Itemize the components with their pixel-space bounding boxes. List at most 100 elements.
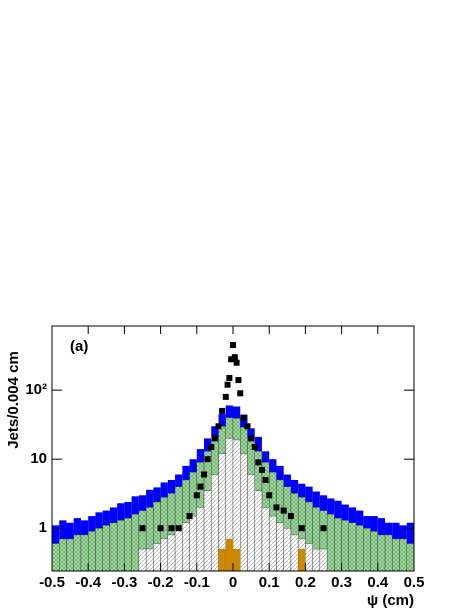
data-point (298, 525, 305, 532)
histogram-bar (95, 528, 103, 572)
x-tick-label: 0.4 (367, 574, 389, 591)
histogram-bar (145, 548, 154, 572)
data-point (235, 377, 242, 384)
x-tick-label: 0.2 (295, 574, 316, 591)
data-point (248, 435, 255, 442)
histogram-bar (59, 538, 67, 572)
histogram-bar (124, 517, 132, 572)
data-point (237, 390, 244, 397)
x-tick-label: -0.4 (75, 574, 102, 591)
histogram-bar (203, 490, 212, 572)
y-tick-label: 1 (39, 519, 47, 536)
data-point (255, 459, 262, 466)
x-tick-label: -0.1 (184, 574, 210, 591)
histogram-bar (211, 474, 219, 572)
histogram-bar (377, 534, 386, 572)
histogram-bar (334, 517, 342, 572)
data-point (157, 525, 164, 532)
data-point (193, 492, 200, 499)
y-tick-label: 10² (25, 381, 47, 398)
histogram-bar (370, 531, 378, 572)
histogram-bar (276, 522, 284, 572)
histogram-bar (218, 548, 226, 571)
histogram-bar (341, 520, 350, 572)
data-point (208, 444, 215, 451)
histogram-bar (225, 538, 233, 571)
x-tick-label: -0.3 (111, 574, 137, 591)
histogram-bar (182, 522, 190, 572)
data-point (204, 456, 211, 463)
data-point (258, 466, 265, 473)
histogram-bar (312, 548, 321, 572)
histogram-bar (363, 528, 371, 572)
data-point (219, 407, 226, 414)
histogram-bar (73, 534, 82, 572)
data-point (251, 444, 258, 451)
x-tick-label: 0.3 (331, 574, 352, 591)
data-point (280, 507, 287, 514)
x-axis-label: ψ (cm) (367, 592, 414, 609)
histogram-bar (348, 522, 357, 572)
histogram-bar (189, 515, 197, 572)
x-tick-label: -0.5 (39, 574, 65, 591)
histogram-bar (66, 538, 74, 572)
histogram-bar (384, 534, 393, 572)
x-tick-label: 0.5 (404, 574, 425, 591)
histogram-bar (167, 534, 176, 572)
histogram-bar (254, 490, 263, 572)
histogram-bar (305, 543, 313, 572)
data-point (211, 435, 218, 442)
data-point (201, 471, 208, 478)
histogram-bar (290, 534, 299, 572)
histogram-bar (196, 507, 205, 572)
histogram-bar (160, 538, 169, 572)
data-point (273, 504, 280, 511)
histogram-bar (283, 528, 292, 572)
data-point (186, 513, 193, 520)
histogram-bar (240, 453, 248, 572)
data-point (231, 354, 238, 361)
data-point (287, 513, 294, 520)
histogram-bar (247, 474, 255, 572)
data-point (262, 476, 269, 483)
y-axis-label: Jets/0.004 cm (5, 351, 22, 449)
histogram-bar (109, 522, 118, 572)
histogram-bar (131, 513, 140, 572)
data-point (139, 525, 146, 532)
x-tick-label: 0 (229, 574, 237, 591)
histogram-bar (399, 538, 407, 572)
x-tick-label: 0.1 (259, 574, 280, 591)
histogram-bar (138, 548, 147, 572)
data-point (222, 393, 229, 400)
histogram-bar (298, 548, 306, 571)
data-point (226, 375, 233, 382)
data-point (240, 414, 247, 421)
data-point (266, 492, 273, 499)
histogram-bar (326, 513, 335, 572)
y-tick-label: 10 (30, 450, 47, 467)
histogram-bar (174, 528, 183, 572)
data-point (244, 423, 251, 430)
histogram-bar (102, 525, 111, 572)
histogram-bar (80, 534, 89, 572)
data-point (224, 381, 231, 388)
histogram-bar (261, 507, 270, 572)
data-point (175, 525, 182, 532)
data-point (168, 525, 175, 532)
histogram-bar (51, 543, 60, 572)
histogram-bar (233, 548, 241, 571)
data-point (215, 423, 222, 430)
histogram-bar (116, 520, 125, 572)
histogram-bar (406, 543, 415, 572)
histogram-bar (355, 525, 364, 572)
x-tick-label: -0.2 (148, 574, 174, 591)
histogram-bar (87, 531, 96, 572)
data-point (197, 483, 204, 490)
histogram-bar (319, 548, 328, 572)
histogram-bar (269, 515, 277, 572)
data-point (230, 342, 236, 349)
data-point (233, 359, 240, 366)
histogram-bar (153, 543, 161, 572)
